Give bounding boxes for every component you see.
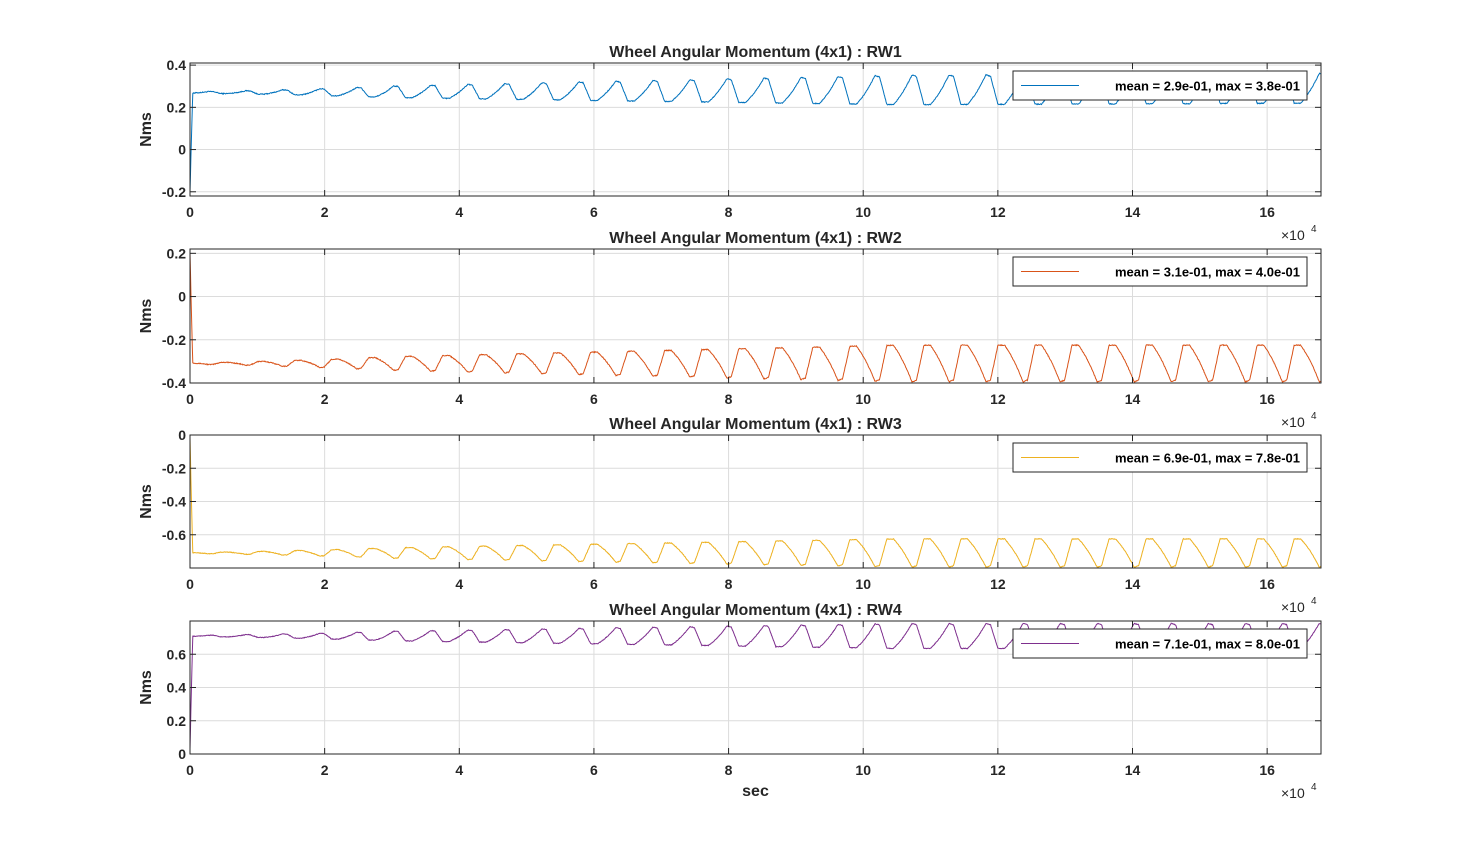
legend-label: mean = 7.1e-01, max = 8.0e-01 [1115,637,1300,652]
legend-label: mean = 2.9e-01, max = 3.8e-01 [1115,79,1300,94]
y-tick-label: -0.4 [162,375,186,391]
y-tick-label: 0.2 [167,713,187,729]
y-tick-label: 0 [178,142,186,158]
y-tick-label: -0.2 [162,460,186,476]
y-tick-label: -0.2 [162,332,186,348]
x-multiplier-exponent: 4 [1311,224,1317,235]
x-tick-label: 12 [990,576,1006,592]
x-tick-label: 0 [186,204,194,220]
x-tick-label: 0 [186,391,194,407]
x-tick-label: 4 [455,204,463,220]
y-tick-label: 0 [178,746,186,762]
x-tick-label: 10 [855,762,871,778]
y-tick-label: -0.4 [162,494,186,510]
x-tick-label: 16 [1259,391,1275,407]
y-tick-label: 0.4 [167,57,187,73]
x-tick-label: 10 [855,576,871,592]
chart-title: Wheel Angular Momentum (4x1) : RW3 [609,416,902,433]
chart-title: Wheel Angular Momentum (4x1) : RW1 [609,44,902,61]
x-multiplier-exponent: 4 [1311,782,1317,793]
y-tick-label: 0.2 [167,99,187,115]
x-multiplier: ×10 [1281,227,1305,243]
x-tick-label: 12 [990,391,1006,407]
x-tick-label: 4 [455,762,463,778]
chart-title: Wheel Angular Momentum (4x1) : RW2 [609,230,902,247]
legend-label: mean = 3.1e-01, max = 4.0e-01 [1115,265,1300,280]
x-multiplier: ×10 [1281,785,1305,801]
x-tick-label: 12 [990,762,1006,778]
x-tick-label: 4 [455,391,463,407]
y-tick-label: -0.2 [162,184,186,200]
x-multiplier: ×10 [1281,414,1305,430]
x-tick-label: 14 [1125,576,1141,592]
subplot-2: 0 2 4 6 8 10 12 14 16 -0.4 -0.2 0 0.2 Wheel Angular M… [138,230,1321,430]
x-tick-label: 2 [321,391,329,407]
x-tick-label: 2 [321,204,329,220]
y-axis-label: Nms [138,299,155,334]
legend: mean = 2.9e-01, max = 3.8e-01 [1013,71,1307,100]
x-tick-label: 12 [990,204,1006,220]
x-tick-label: 8 [725,391,733,407]
x-tick-label: 8 [725,576,733,592]
x-multiplier: ×10 [1281,599,1305,615]
y-tick-label: 0.4 [167,680,187,696]
y-axis-label: Nms [138,484,155,519]
y-tick-label: 0.2 [167,245,187,261]
x-tick-label: 14 [1125,391,1141,407]
chart-title: Wheel Angular Momentum (4x1) : RW4 [609,602,902,619]
x-tick-label: 4 [455,576,463,592]
x-axis-label: sec [742,783,769,800]
x-tick-label: 14 [1125,204,1141,220]
x-tick-label: 16 [1259,576,1275,592]
subplot-4: 0 2 4 6 8 10 12 14 16 0 0.2 0.4 0.6 Wheel Angular Mom… [138,602,1321,801]
legend-label: mean = 6.9e-01, max = 7.8e-01 [1115,451,1300,466]
x-tick-label: 2 [321,762,329,778]
y-tick-label: 0 [178,427,186,443]
y-tick-label: -0.6 [162,527,186,543]
legend: mean = 3.1e-01, max = 4.0e-01 [1013,257,1307,286]
x-tick-label: 10 [855,391,871,407]
x-tick-label: 0 [186,762,194,778]
x-tick-label: 6 [590,391,598,407]
y-tick-label: 0 [178,289,186,305]
x-tick-label: 8 [725,762,733,778]
subplot-3: 0 2 4 6 8 10 12 14 16 -0.6 -0.4 -0.2 0 Wheel Angular … [138,416,1321,615]
x-tick-label: 10 [855,204,871,220]
y-tick-label: 0.6 [167,646,187,662]
x-tick-label: 6 [590,762,598,778]
x-multiplier-exponent: 4 [1311,411,1317,422]
x-tick-label: 2 [321,576,329,592]
legend: mean = 6.9e-01, max = 7.8e-01 [1013,443,1307,472]
x-tick-label: 16 [1259,762,1275,778]
x-tick-label: 16 [1259,204,1275,220]
y-axis-label: Nms [138,112,155,147]
x-tick-label: 0 [186,576,194,592]
y-axis-label: Nms [138,670,155,705]
x-multiplier-exponent: 4 [1311,596,1317,607]
x-tick-label: 6 [590,576,598,592]
x-tick-label: 8 [725,204,733,220]
legend: mean = 7.1e-01, max = 8.0e-01 [1013,629,1307,658]
x-tick-label: 6 [590,204,598,220]
x-tick-label: 14 [1125,762,1141,778]
